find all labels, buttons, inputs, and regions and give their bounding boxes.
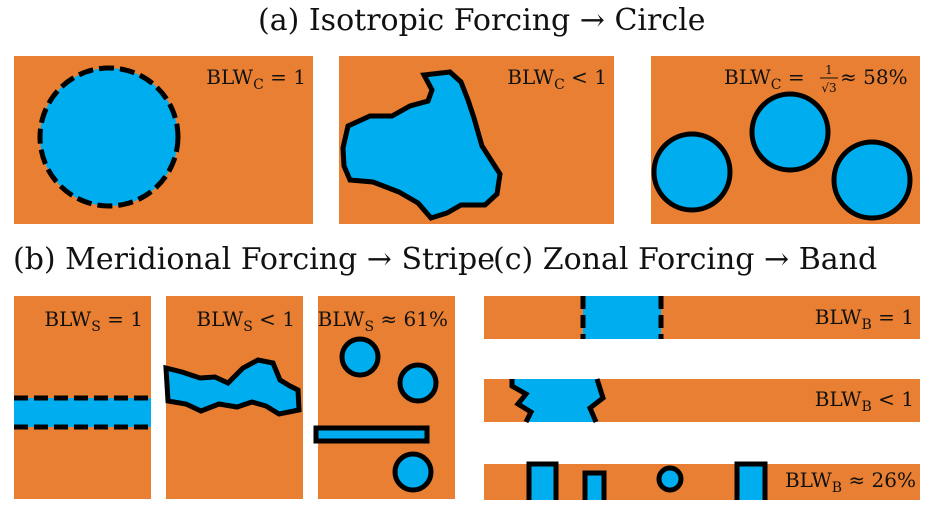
panel-stripe-single: BLWS = 1 [14, 296, 151, 499]
panel-band-single: BLWB = 1 [484, 296, 920, 339]
band-fragment-region [526, 461, 559, 500]
stripe-fragment-region [313, 425, 430, 444]
heading-zonal-forcing: (c) Zonal Forcing → Band [493, 242, 878, 277]
svg-text:√3: √3 [821, 81, 836, 95]
panel-stripe-wavy: BLWS < 1 [163, 296, 303, 499]
panel-circle-multiple: BLWC = 1 √3 ≈ 58% [651, 56, 920, 224]
irregular-region [340, 69, 503, 221]
circle-region [392, 451, 434, 493]
band-region [583, 296, 661, 339]
panel-band-multiple: BLWB ≈ 26% [484, 461, 920, 500]
jagged-boundary [509, 379, 535, 424]
label-blw-b-26-percent: BLWB ≈ 26% [785, 468, 916, 496]
label-blw-c-equal-1: BLWC = 1 [206, 65, 306, 93]
heading-meridional-forcing: (b) Meridional Forcing → Stripe [13, 242, 495, 277]
svg-text:1: 1 [825, 63, 833, 77]
circle-region [339, 336, 381, 378]
irregular-band-region [512, 379, 603, 422]
panel-stripe-multiple: BLWS ≈ 61% [313, 296, 455, 499]
label-blw-b-less-1: BLWB < 1 [815, 387, 914, 415]
label-blw-b-equal-1: BLWB = 1 [815, 305, 914, 333]
circle-region [656, 465, 684, 493]
circle-region [397, 362, 439, 404]
panel-circle-single: BLWC = 1 [14, 56, 313, 224]
circle-region [831, 139, 913, 221]
circle-region [749, 91, 831, 173]
band-fragment-region [734, 461, 768, 500]
panel-band-irregular: BLWB < 1 [484, 378, 920, 424]
svg-text:BLWC =: BLWC = [724, 65, 805, 93]
jagged-boundary [586, 378, 606, 423]
background-rect [484, 296, 920, 339]
label-blw-s-61-percent: BLWS ≈ 61% [318, 307, 448, 335]
label-blw-c-58-percent: BLWC = 1 √3 ≈ 58% [724, 63, 908, 95]
circle-region [651, 131, 733, 213]
label-blw-c-less-1: BLWC < 1 [507, 65, 607, 93]
band-fragment-region [582, 470, 607, 500]
stripe-region [14, 398, 151, 427]
circle-region [40, 68, 178, 206]
wavy-stripe-region [163, 357, 302, 417]
label-blw-s-less-1: BLWS < 1 [196, 307, 295, 335]
label-blw-s-equal-1: BLWS = 1 [44, 307, 143, 335]
heading-isotropic-forcing: (a) Isotropic Forcing → Circle [258, 3, 706, 38]
svg-text:≈ 58%: ≈ 58% [840, 65, 908, 89]
dashed-boundary [37, 65, 181, 209]
panel-circle-irregular: BLWC < 1 [339, 56, 614, 224]
